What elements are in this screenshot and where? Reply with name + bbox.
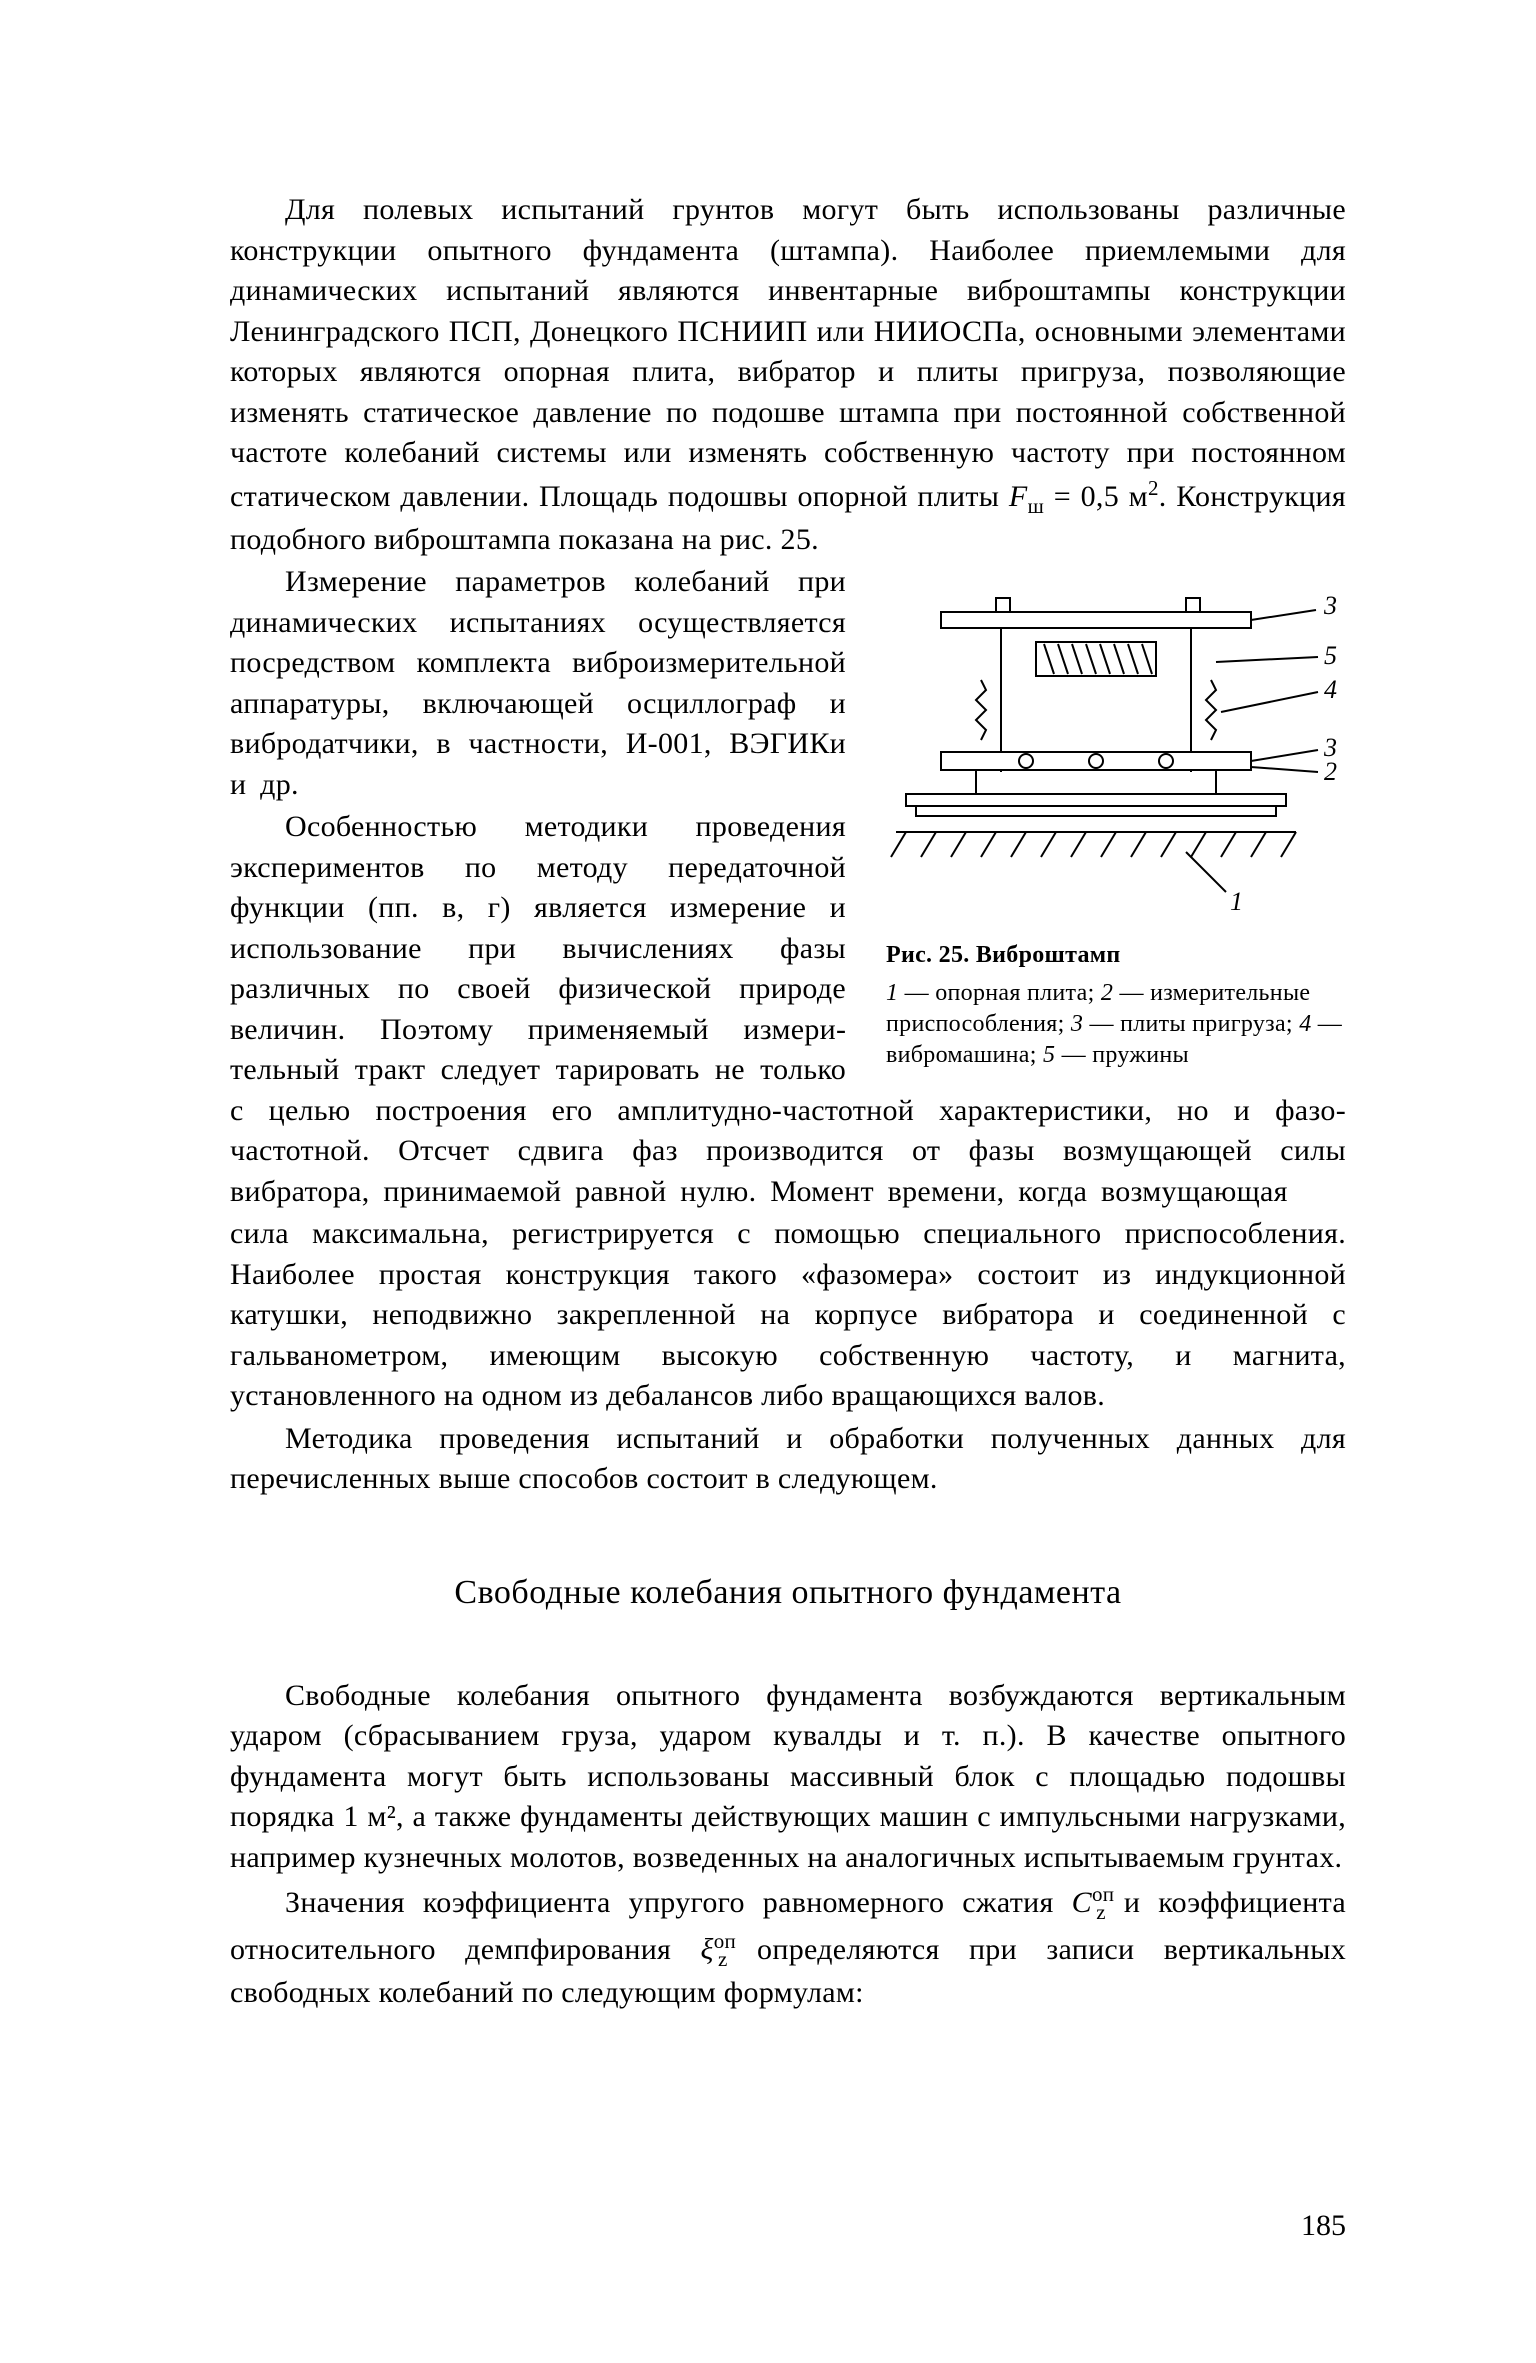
p1-text: Для полевых испытаний грунтов могут быть… xyxy=(230,193,1346,513)
legend-txt-1: — опорная плита; xyxy=(898,980,1101,1006)
formula-sup: 2 xyxy=(1148,476,1159,500)
sym-C: C xyxy=(1072,1886,1092,1919)
legend-num-4: 4 xyxy=(1299,1011,1311,1037)
legend-num-2: 2 xyxy=(1101,980,1113,1006)
section-heading: Свободные колебания опытного фундамента xyxy=(230,1570,1346,1616)
formula-F: F xyxy=(1009,480,1028,513)
fig-label-1: 1 xyxy=(1230,887,1243,916)
paragraph-1: Для полевых испытаний грунтов могут быть… xyxy=(230,190,1346,560)
legend-num-3: 3 xyxy=(1071,1011,1083,1037)
page-number: 185 xyxy=(1301,2209,1346,2243)
fig-label-2: 2 xyxy=(1324,757,1337,786)
formula-eq: = 0,5 м xyxy=(1044,480,1148,513)
legend-txt-3: — плиты пригруза; xyxy=(1083,1011,1299,1037)
figure-25-drawing: 3 5 4 3 2 1 xyxy=(886,572,1346,922)
sym-xi: ξ xyxy=(701,1933,714,1966)
paragraph-5: Свободные колебания опытного фундамента … xyxy=(230,1676,1346,1879)
paragraph-4: Методика проведения испытаний и обработк… xyxy=(230,1419,1346,1500)
formula-F-sub: ш xyxy=(1028,494,1044,518)
sym-xi-sub: z xyxy=(718,1947,728,1971)
sym-C-sub: z xyxy=(1096,1900,1106,1924)
figure-legend: 1 — опорная плита; 2 — измерительные при… xyxy=(886,980,1342,1068)
legend-txt-5: — пру­жины xyxy=(1055,1042,1189,1068)
page: Для полевых испытаний грунтов могут быть… xyxy=(0,0,1536,2363)
figure-caption: Рис. 25. Виброштамп 1 — опорная плита; 2… xyxy=(886,940,1346,1071)
fig-label-3a: 3 xyxy=(1323,591,1337,620)
paragraph-6: Значения коэффициента упругого равномерн… xyxy=(230,1880,1346,2013)
fig-label-4: 4 xyxy=(1324,675,1337,704)
legend-num-5: 5 xyxy=(1043,1042,1055,1068)
legend-num-1: 1 xyxy=(886,980,898,1006)
p6-a: Значения коэффициента упругого равномерн… xyxy=(285,1886,1072,1919)
text-block: Для полевых испытаний грунтов могут быть… xyxy=(230,190,1346,2013)
figure-title: Рис. 25. Виброштамп xyxy=(886,940,1346,971)
fig-label-5: 5 xyxy=(1324,641,1337,670)
figure-25: 3 5 4 3 2 1 Рис. 25. Виброштамп 1 — опор… xyxy=(886,572,1346,1071)
paragraph-3-cont: сила максимальна, регистрируется с помощ… xyxy=(230,1214,1346,1417)
